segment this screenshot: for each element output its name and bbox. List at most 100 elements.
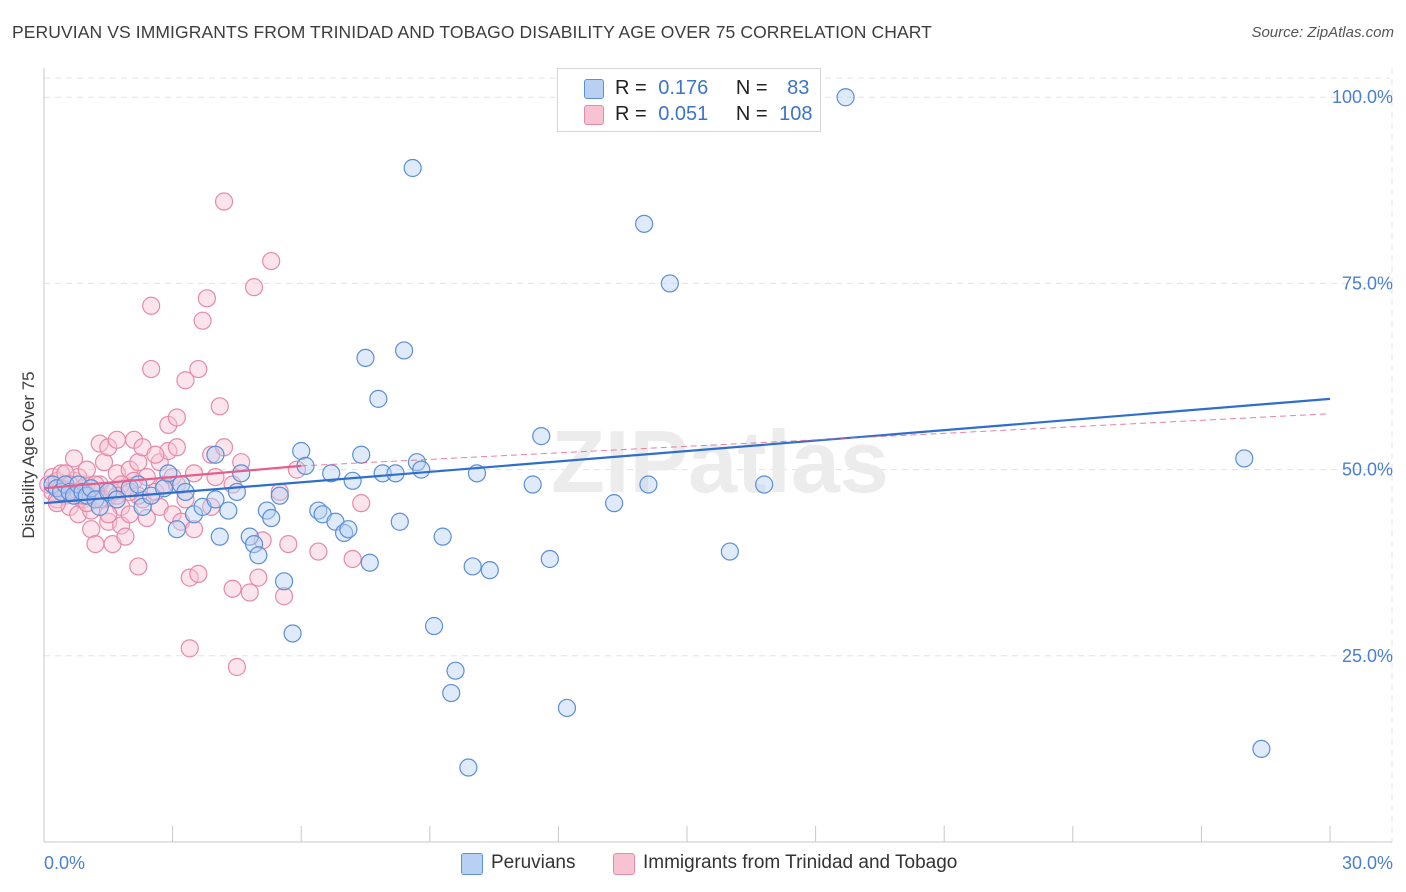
data-point <box>210 527 229 546</box>
data-point <box>214 192 234 211</box>
data-point <box>412 460 431 479</box>
peruvians-swatch <box>584 79 604 99</box>
data-point <box>77 460 96 479</box>
r-value: 0.051 <box>658 103 709 125</box>
data-point <box>339 520 358 539</box>
trinidad-swatch <box>584 105 604 125</box>
data-point <box>390 512 409 531</box>
data-point <box>274 572 294 591</box>
data-point <box>232 464 251 483</box>
data-point <box>635 214 654 233</box>
data-point <box>249 568 268 587</box>
data-point <box>424 616 444 636</box>
data-point <box>197 289 216 308</box>
r-label: R = <box>615 77 647 99</box>
data-point <box>279 534 298 554</box>
data-point <box>206 490 225 509</box>
data-point <box>210 397 229 416</box>
data-point <box>480 561 499 580</box>
data-point <box>167 520 186 539</box>
data-point <box>189 359 208 379</box>
data-point <box>352 445 371 464</box>
y-axis-label: Disability Age Over 75 <box>19 371 38 538</box>
data-point <box>360 553 379 572</box>
data-point <box>660 274 679 293</box>
data-point <box>394 341 414 360</box>
x-tick-label: 30.0% <box>1342 853 1393 873</box>
n-label: N = <box>735 77 768 99</box>
trinidad-points <box>39 192 371 677</box>
data-point <box>129 557 148 576</box>
data-point <box>94 453 114 472</box>
data-point <box>180 639 199 658</box>
data-point <box>206 445 225 464</box>
data-point <box>309 542 328 561</box>
y-tick-label: 50.0% <box>1342 460 1393 480</box>
n-value: 83 <box>787 77 810 99</box>
y-tick-label: 75.0% <box>1342 273 1393 293</box>
data-point <box>244 278 264 297</box>
data-point <box>227 657 246 677</box>
data-point <box>167 438 186 457</box>
data-point <box>249 546 268 565</box>
trend-lines <box>43 397 1331 505</box>
y-tick-label: 100.0% <box>1332 87 1393 107</box>
data-point <box>343 549 362 569</box>
peruvians-trend-line <box>43 397 1331 505</box>
n-label: N = <box>735 103 768 125</box>
data-point <box>352 494 371 513</box>
trinidad-legend-swatch <box>613 853 635 875</box>
tick-labels: 25.0% 50.0% 75.0% 100.0% 0.0% 30.0% Disability… <box>19 87 1393 873</box>
peruvians-legend-label: Peruvians <box>491 852 576 873</box>
source-label: Source: ZipAtlas.com <box>1251 24 1394 41</box>
data-point <box>463 557 482 576</box>
data-point <box>116 527 135 546</box>
axes <box>43 68 1392 843</box>
peruvians-legend-swatch <box>461 853 483 875</box>
data-point <box>189 564 208 583</box>
data-point <box>219 501 238 520</box>
data-point <box>433 527 452 546</box>
data-point <box>176 371 195 390</box>
data-point <box>369 389 388 408</box>
data-point <box>167 408 186 427</box>
data-point <box>184 464 204 483</box>
data-point <box>523 475 542 494</box>
data-point <box>1235 449 1254 468</box>
data-point <box>270 486 289 505</box>
data-point <box>292 441 311 461</box>
data-point <box>1252 739 1271 759</box>
data-point <box>142 296 161 315</box>
data-point <box>343 471 362 490</box>
data-point <box>557 698 577 718</box>
data-point <box>64 449 84 468</box>
data-point <box>356 348 375 368</box>
r-value: 0.176 <box>658 77 709 99</box>
data-point <box>639 475 658 494</box>
data-point <box>244 534 264 554</box>
data-point <box>403 158 422 178</box>
data-point <box>446 661 465 680</box>
x-tick-label: 0.0% <box>44 853 85 873</box>
data-point <box>836 88 855 107</box>
watermark: ZIPatlas <box>551 412 888 511</box>
trinidad-trend-extension <box>301 413 1331 467</box>
trinidad-legend-label: Immigrants from Trinidad and Tobago <box>643 852 958 873</box>
data-point <box>720 542 739 561</box>
data-point <box>142 359 161 379</box>
data-point <box>540 549 559 569</box>
y-tick-label: 25.0% <box>1342 646 1393 666</box>
data-point <box>459 758 478 777</box>
data-point <box>605 494 624 513</box>
r-label: R = <box>615 103 647 125</box>
data-point <box>240 583 259 602</box>
data-point <box>283 624 302 643</box>
data-point <box>755 475 774 494</box>
data-point <box>90 497 109 516</box>
data-point <box>146 445 165 464</box>
peruvian-points <box>43 88 1271 777</box>
data-point <box>193 311 212 330</box>
data-point <box>373 464 392 483</box>
data-point <box>532 427 551 446</box>
